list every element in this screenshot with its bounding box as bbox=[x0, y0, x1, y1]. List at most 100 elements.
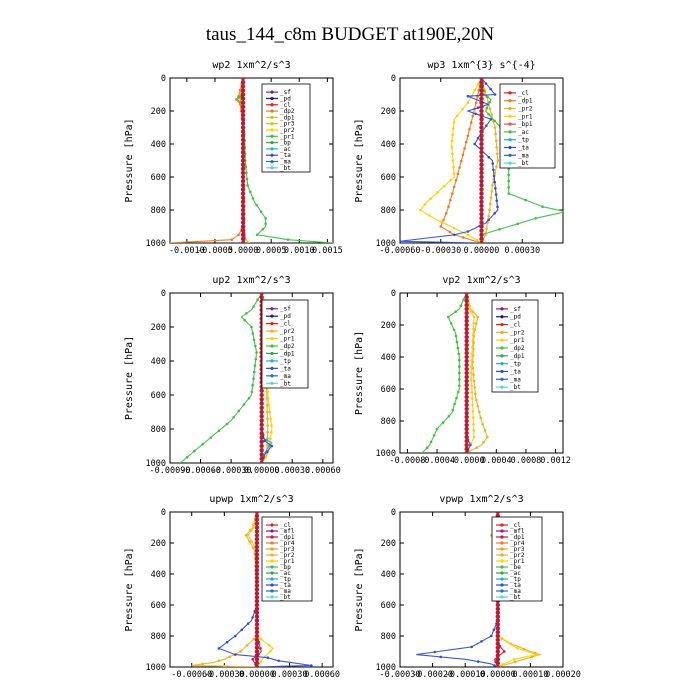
data-point bbox=[485, 227, 488, 230]
data-point bbox=[242, 403, 246, 406]
data-point bbox=[516, 647, 519, 650]
center-point bbox=[254, 560, 260, 565]
center-point bbox=[240, 187, 246, 192]
data-point bbox=[451, 152, 454, 156]
panel-title: vp2 1xm^2/s^3 bbox=[442, 275, 520, 286]
center-point bbox=[479, 236, 484, 242]
series-group bbox=[170, 78, 333, 243]
legend-label: _dp1 bbox=[510, 353, 525, 360]
y-tick-label: 200 bbox=[151, 539, 166, 549]
data-point bbox=[439, 225, 443, 228]
legend: _cl_mfl_dp1_pr4_pr3_pr2_pr1_bp_ac_tp_ta_… bbox=[261, 516, 313, 602]
x-tick-label: -0.00030 bbox=[380, 670, 421, 680]
center-point bbox=[464, 426, 469, 432]
data-point bbox=[239, 650, 242, 653]
center-point bbox=[464, 430, 469, 436]
legend-marker bbox=[270, 529, 274, 533]
center-point bbox=[254, 575, 260, 581]
data-point bbox=[466, 230, 470, 233]
data-point bbox=[471, 333, 475, 337]
legend-marker bbox=[270, 523, 274, 527]
data-point bbox=[266, 424, 270, 427]
center-point bbox=[259, 414, 264, 419]
center-point bbox=[254, 536, 260, 542]
center-point bbox=[254, 517, 260, 522]
x-tick-label: -0.00060 bbox=[180, 466, 221, 476]
y-tick-label: 1000 bbox=[376, 239, 396, 249]
data-point bbox=[458, 365, 461, 368]
data-point bbox=[446, 315, 450, 319]
data-point bbox=[454, 310, 457, 314]
center-point bbox=[479, 224, 484, 229]
panel-vpwp: vpwp 1xm^2/s^3 Pressure [hPa] 0 200 400 600 80… bbox=[354, 494, 581, 680]
legend-marker bbox=[500, 529, 504, 533]
legend-marker bbox=[270, 307, 274, 311]
data-point bbox=[263, 439, 267, 443]
data-point bbox=[473, 386, 477, 389]
legend-label: _be bbox=[510, 564, 521, 571]
data-point bbox=[470, 378, 473, 381]
legend-marker bbox=[500, 565, 504, 569]
legend-marker bbox=[270, 571, 274, 575]
center-point bbox=[479, 154, 484, 159]
center-point bbox=[479, 129, 484, 134]
data-point bbox=[268, 410, 272, 414]
y-tick-label: 800 bbox=[151, 206, 166, 216]
x-tick-label: 0.00060 bbox=[304, 670, 340, 680]
center-point bbox=[240, 129, 246, 134]
legend-marker bbox=[508, 114, 512, 118]
data-point bbox=[259, 210, 263, 213]
data-point bbox=[429, 440, 433, 444]
center-point bbox=[240, 88, 246, 93]
y-axis-label: Pressure [hPa] bbox=[354, 547, 365, 631]
data-point bbox=[253, 364, 257, 367]
data-point bbox=[475, 239, 479, 242]
x-tick-label: -0.0005 bbox=[197, 246, 233, 256]
center-point bbox=[259, 456, 264, 461]
data-point bbox=[501, 663, 505, 666]
x-tick-label: -0.00030 bbox=[204, 670, 245, 680]
x-tick-label: -0.00020 bbox=[412, 670, 453, 680]
data-point bbox=[252, 377, 255, 381]
data-point bbox=[245, 644, 249, 647]
data-point bbox=[490, 634, 493, 638]
data-point bbox=[466, 101, 470, 105]
data-point bbox=[232, 416, 235, 419]
series-line-ta bbox=[416, 512, 499, 667]
center-point bbox=[495, 633, 500, 639]
legend-label: _mfl bbox=[510, 528, 525, 535]
data-point bbox=[454, 334, 458, 338]
legend-label: _sf bbox=[510, 306, 521, 313]
center-point bbox=[240, 117, 246, 122]
legend-label: _pr3 bbox=[280, 546, 295, 553]
center-point bbox=[479, 228, 484, 233]
legend-marker bbox=[500, 589, 504, 593]
center-point bbox=[259, 409, 264, 415]
data-point bbox=[251, 616, 254, 619]
data-point bbox=[256, 298, 259, 302]
legend-label: _tp bbox=[280, 358, 291, 365]
data-point bbox=[462, 298, 466, 301]
legend-marker bbox=[508, 99, 512, 103]
legend-marker bbox=[500, 541, 504, 545]
data-point bbox=[495, 165, 498, 168]
data-point bbox=[433, 650, 437, 654]
data-point bbox=[522, 647, 526, 651]
legend: _sf_pd_cl_pr2_pr1_dp2_dp1_tp_ta_ma_bt bbox=[261, 299, 309, 389]
center-point bbox=[240, 183, 246, 188]
data-point bbox=[251, 546, 255, 549]
legend-marker bbox=[500, 535, 504, 539]
center-point bbox=[479, 125, 484, 130]
legend-marker bbox=[270, 134, 274, 138]
data-point bbox=[245, 177, 249, 181]
center-point bbox=[240, 158, 246, 163]
center-point bbox=[479, 79, 484, 85]
legend-marker bbox=[500, 559, 504, 563]
y-tick-label: 1000 bbox=[146, 663, 166, 673]
data-point bbox=[494, 187, 497, 190]
y-tick-label: 800 bbox=[151, 425, 166, 435]
center-point bbox=[464, 342, 469, 348]
data-point bbox=[254, 344, 257, 348]
data-point bbox=[265, 443, 269, 447]
data-point bbox=[473, 142, 477, 146]
